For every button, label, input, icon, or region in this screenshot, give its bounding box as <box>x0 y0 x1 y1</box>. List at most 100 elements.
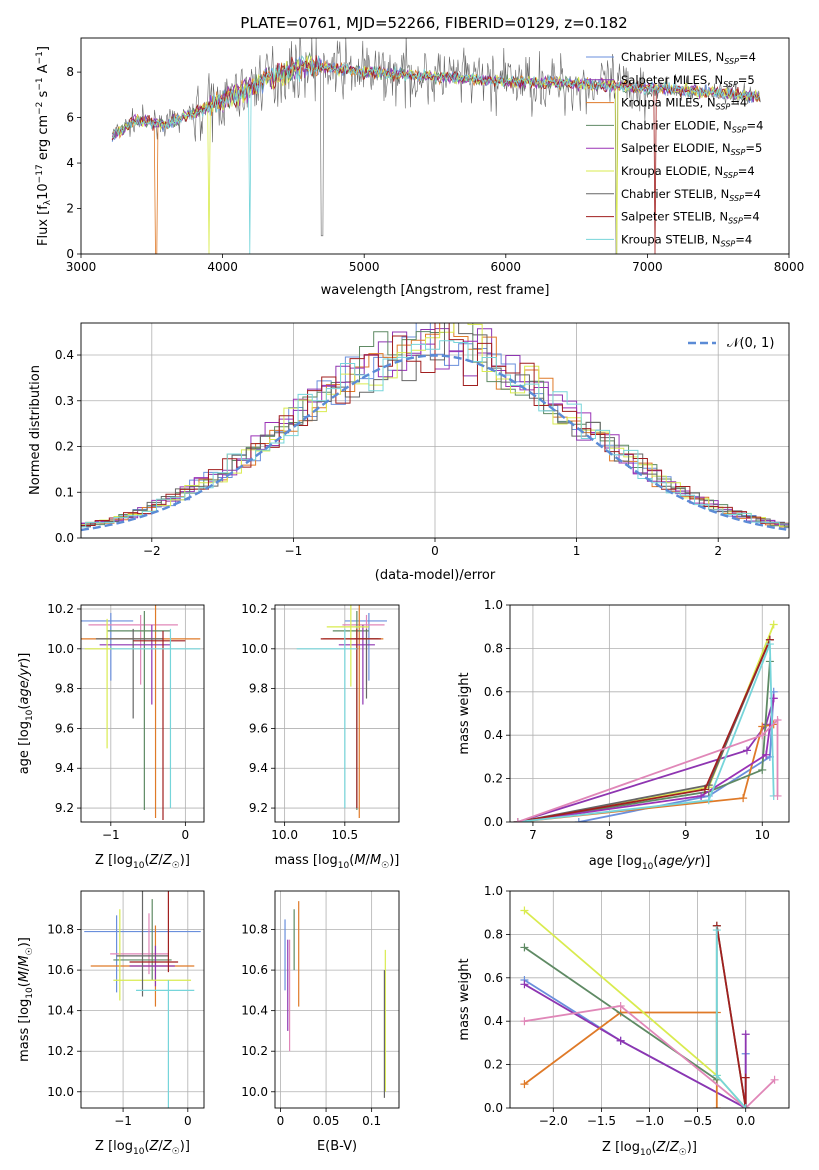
weight-series-line <box>517 639 771 822</box>
x-tick-label: 6000 <box>491 260 522 274</box>
x-tick-label: 10.0 <box>271 828 298 842</box>
mass-vs-ebv-panel: 0 0.05 0.1 10.0 10.2 10.4 10.6 10.8 E(B-V) <box>241 890 400 1154</box>
legend: Chabrier MILES, NSSP=4 Salpeter MILES, NS… <box>586 50 763 248</box>
residual-histogram-panel: −2 −1 0 1 2 0.0 0.1 0.2 0.3 0.4 (data-model)/error… <box>28 322 790 583</box>
y-tick-label: 10.4 <box>241 1004 268 1018</box>
x-tick-label: 10.5 <box>331 828 358 842</box>
weight-series-line <box>523 979 747 1108</box>
weight-marker <box>769 620 778 629</box>
y-tick-label: 10.0 <box>47 1085 74 1099</box>
x-tick-label: 0 <box>431 544 439 558</box>
x-tick-label: −1.5 <box>587 1114 616 1128</box>
y-tick-label: 10.4 <box>47 1004 74 1018</box>
x-tick-label: 2 <box>714 544 722 558</box>
x-axis-label: Z [log10(Z/Z☉)] <box>602 1140 697 1158</box>
histogram-series <box>81 323 789 527</box>
y-axis-label: Flux [fλ10−17 erg cm−2 s−1 A−1] <box>35 46 53 246</box>
legend-entry: Salpeter STELIB, NSSP=4 <box>621 210 760 226</box>
weight-marker <box>616 1036 625 1045</box>
y-tick-label: 10.2 <box>241 1044 268 1058</box>
y-axis-label: mass weight <box>457 958 472 1040</box>
y-tick-label: 10.8 <box>241 923 268 937</box>
error-bars <box>81 605 201 821</box>
weight-marker <box>520 1080 529 1089</box>
weight-marker <box>712 1104 721 1108</box>
y-tick-label: 9.6 <box>249 721 268 735</box>
histogram-series <box>81 323 789 529</box>
y-tick-label: 0.4 <box>484 728 503 742</box>
y-tick-label: 0.0 <box>55 531 74 545</box>
spectrum-lines <box>111 38 761 254</box>
weight-marker <box>741 1104 750 1108</box>
weight-marker <box>758 765 767 774</box>
x-tick-label: 0 <box>182 828 190 842</box>
y-tick-label: 6 <box>66 111 74 125</box>
y-tick-label: 9.2 <box>249 801 268 815</box>
y-tick-label: 9.4 <box>249 761 268 775</box>
weight-marker <box>741 1073 750 1082</box>
x-tick-label: 7 <box>529 828 537 842</box>
y-tick-label: 0.2 <box>55 440 74 454</box>
y-tick-label: 0.0 <box>484 1101 503 1115</box>
age-vs-metallicity-panel: −1 0 9.2 9.4 9.6 9.8 10.0 10.2 Z [log10(Z/Z☉)] ag… <box>17 602 205 871</box>
legend-entry: Chabrier STELIB, NSSP=4 <box>621 187 761 203</box>
x-axis-label: Z [log10(Z/Z☉)] <box>95 853 190 871</box>
x-tick-label: −1 <box>102 828 120 842</box>
y-tick-label: 10.0 <box>241 1085 268 1099</box>
y-tick-label: 10.0 <box>47 642 74 656</box>
histograms <box>81 323 789 532</box>
weight-series-line <box>517 698 775 822</box>
y-axis-label: Normed distribution <box>28 365 43 495</box>
x-tick-label: 9 <box>682 828 690 842</box>
x-tick-label: 0 <box>277 1114 285 1128</box>
x-tick-label: −2.0 <box>539 1114 568 1128</box>
x-tick-label: 8000 <box>774 260 805 274</box>
weight-series-line <box>517 717 779 822</box>
legend-entry: Chabrier ELODIE, NSSP=4 <box>621 118 763 134</box>
x-axis-label: (data-model)/error <box>375 568 496 583</box>
y-tick-label: 8 <box>66 65 74 79</box>
y-tick-label: 0.8 <box>484 927 503 941</box>
y-tick-label: 10.2 <box>47 1044 74 1058</box>
weight-marker <box>520 906 529 915</box>
y-tick-label: 9.2 <box>55 801 74 815</box>
legend-entry: Salpeter MILES, NSSP=5 <box>621 73 755 89</box>
weight-marker <box>762 750 771 759</box>
x-tick-label: −2 <box>143 544 161 558</box>
y-tick-label: 9.4 <box>55 761 74 775</box>
weight-lines <box>520 906 779 1108</box>
x-tick-label: −1 <box>114 1114 132 1128</box>
weight-marker <box>773 791 782 800</box>
y-tick-label: 9.8 <box>249 682 268 696</box>
axes-frame <box>509 604 790 823</box>
weight-series-line <box>517 661 771 822</box>
x-axis-label: age [log10(age/yr)] <box>589 854 711 872</box>
weight-marker <box>616 1002 625 1011</box>
x-axis-label: mass [log10(M/M☉)] <box>275 853 400 871</box>
spectrum-panel: 3000 4000 5000 6000 7000 8000 0 2 4 6 8 wavelength … <box>35 37 805 298</box>
x-axis-label: wavelength [Angstrom, rest frame] <box>321 283 550 298</box>
weight-marker <box>712 1071 721 1080</box>
x-axis-label: E(B-V) <box>317 1139 357 1154</box>
y-tick-label: 0.8 <box>484 641 503 655</box>
x-tick-label: 4000 <box>207 260 238 274</box>
axes-frame <box>274 604 400 823</box>
y-tick-label: 0.4 <box>484 1014 503 1028</box>
x-tick-label: −0.5 <box>683 1114 712 1128</box>
axes-frame <box>80 322 790 539</box>
x-tick-label: 8 <box>606 828 614 842</box>
weight-marker <box>770 1075 779 1084</box>
y-tick-label: 4 <box>66 156 74 170</box>
error-bars <box>296 605 387 819</box>
weight-series-line <box>523 909 747 1108</box>
x-tick-label: 1 <box>573 544 581 558</box>
x-tick-label: 10 <box>755 828 770 842</box>
y-axis-label: mass [log10(M/M☉)] <box>17 937 35 1062</box>
x-tick-label: 3000 <box>66 260 97 274</box>
y-tick-label: 0 <box>66 247 74 261</box>
weight-marker <box>700 785 709 794</box>
weight-series-line <box>524 1005 776 1108</box>
axes-frame <box>80 890 205 1109</box>
weight-marker <box>697 791 706 800</box>
